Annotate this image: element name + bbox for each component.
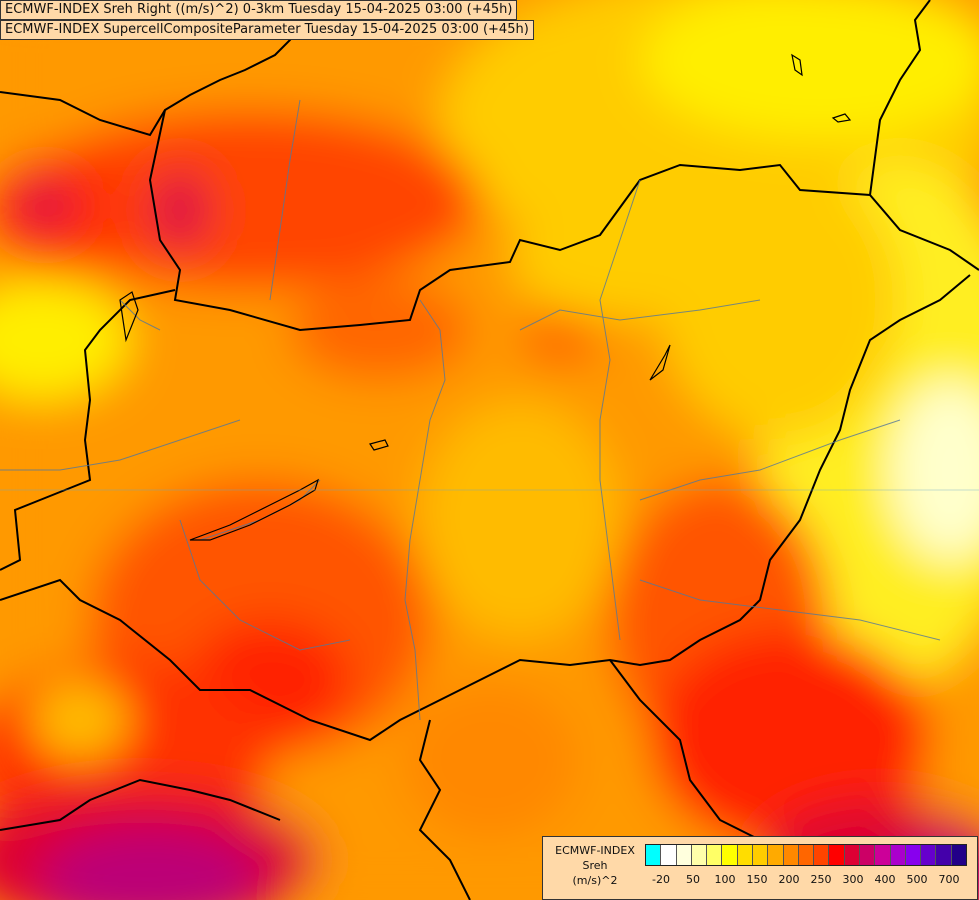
legend-label: ECMWF-INDEX Sreh (m/s)^2	[547, 843, 643, 888]
legend-swatch	[737, 845, 753, 865]
legend-ticks: -20 50 100 150 200 250 300 400 500 700	[645, 873, 965, 889]
legend-swatch	[646, 845, 662, 865]
legend-swatch	[661, 845, 677, 865]
legend-tick-label: 50	[686, 873, 700, 886]
legend-tick-label: 500	[906, 873, 928, 886]
legend-label-unit: (m/s)^2	[572, 874, 618, 887]
legend-swatch	[768, 845, 784, 865]
legend-tick-label: 250	[810, 873, 832, 886]
legend-tick-label: 100	[714, 873, 736, 886]
legend-tick-label: 400	[874, 873, 896, 886]
legend-swatch	[951, 845, 966, 865]
map-title-sreh: ECMWF-INDEX Sreh Right ((m/s)^2) 0-3km T…	[0, 0, 518, 20]
legend-swatch	[722, 845, 738, 865]
legend-swatch	[829, 845, 845, 865]
legend-tick-label: 300	[842, 873, 864, 886]
legend-swatch	[752, 845, 769, 865]
legend-swatch	[905, 845, 922, 865]
legend-tick-label: 200	[778, 873, 800, 886]
legend-swatch	[676, 845, 692, 865]
color-legend: ECMWF-INDEX Sreh (m/s)^2 -20 50 100 150 200 2…	[542, 836, 978, 900]
lakes	[119, 53, 852, 541]
legend-swatch	[783, 845, 799, 865]
legend-label-variable: Sreh	[582, 859, 608, 872]
legend-swatch	[921, 845, 937, 865]
legend-tick-label: 700	[938, 873, 960, 886]
legend-swatch	[936, 845, 952, 865]
legend-swatch	[814, 845, 830, 865]
legend-swatch	[691, 845, 708, 865]
legend-swatch	[875, 845, 891, 865]
legend-swatch	[707, 845, 723, 865]
legend-swatch	[859, 845, 876, 865]
legend-label-source: ECMWF-INDEX	[555, 844, 635, 857]
legend-swatch	[844, 845, 860, 865]
legend-color-scale	[645, 844, 967, 866]
legend-swatch	[890, 845, 906, 865]
legend-tick-label: -20	[652, 873, 670, 886]
legend-tick-label: 150	[746, 873, 768, 886]
rivers	[0, 99, 941, 721]
map-title-scp: ECMWF-INDEX SupercellCompositeParameter …	[0, 20, 534, 40]
legend-swatch	[798, 845, 815, 865]
